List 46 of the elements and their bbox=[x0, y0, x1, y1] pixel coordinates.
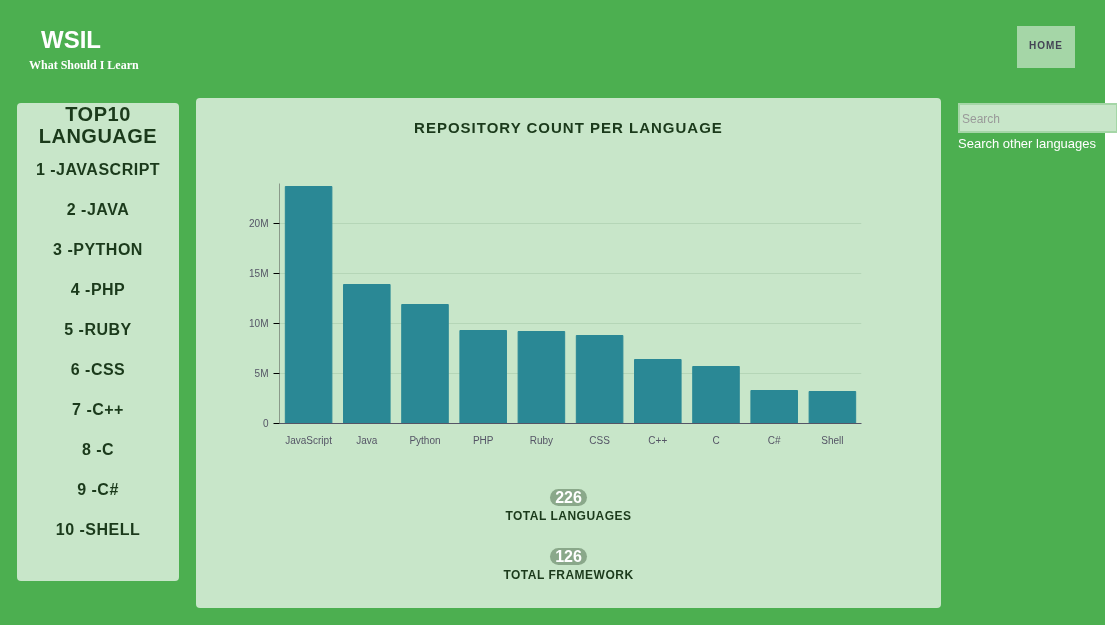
bar bbox=[750, 390, 798, 424]
bar bbox=[401, 304, 449, 424]
text: TOP10 LANGUAGE bbox=[37, 103, 159, 147]
text: 126 bbox=[550, 547, 587, 565]
text: HOME bbox=[1029, 39, 1063, 53]
text: What Should I Learn bbox=[29, 57, 139, 75]
y-tick-label: 0 bbox=[262, 418, 269, 429]
x-tick-label: C# bbox=[767, 434, 782, 446]
chart-title: REPOSITORY COUNT PER LANGUAGE bbox=[414, 118, 723, 138]
bar bbox=[808, 391, 857, 424]
x-tick-label: Shell bbox=[821, 434, 844, 446]
text: 6 -CSS bbox=[69, 360, 127, 380]
text: 3 -PYTHON bbox=[52, 240, 144, 260]
bar bbox=[634, 359, 682, 424]
text: 1 -JAVASCRIPT bbox=[35, 160, 161, 180]
text: 2 -JAVA bbox=[65, 200, 131, 220]
bar bbox=[575, 335, 624, 424]
bar bbox=[459, 330, 507, 424]
x-tick-label: Python bbox=[409, 434, 441, 446]
text: WSIL bbox=[40, 25, 102, 55]
x-tick-label: C++ bbox=[648, 434, 668, 446]
x-tick-label: PHP bbox=[472, 434, 494, 446]
text: 10 -SHELL bbox=[54, 520, 142, 540]
bar bbox=[343, 284, 391, 424]
text: Search bbox=[958, 103, 1117, 133]
text: 9 -C# bbox=[76, 480, 120, 500]
text: 226 bbox=[550, 489, 587, 506]
text: TOTAL LANGUAGES bbox=[504, 508, 633, 523]
x-tick-label: JavaScript bbox=[285, 434, 333, 446]
x-tick-label: CSS bbox=[589, 434, 611, 446]
y-tick-label: 5M bbox=[254, 368, 269, 379]
text: 8 -C bbox=[80, 440, 116, 460]
text: 4 -PHP bbox=[69, 280, 127, 300]
x-tick-label: Java bbox=[356, 434, 378, 446]
y-tick-label: 15M bbox=[249, 268, 269, 279]
x-tick-label: C bbox=[712, 434, 720, 446]
bar bbox=[284, 186, 333, 424]
text: TOTAL FRAMEWORK bbox=[503, 567, 634, 582]
y-tick-label: 10M bbox=[249, 318, 269, 329]
text: Search other languages bbox=[958, 135, 1098, 153]
text: 7 -C++ bbox=[71, 400, 125, 420]
bar bbox=[692, 366, 740, 424]
bar bbox=[517, 331, 566, 424]
y-tick-label: 20M bbox=[249, 218, 269, 229]
text: 5 -RUBY bbox=[63, 320, 133, 340]
x-tick-label: Ruby bbox=[529, 434, 554, 446]
